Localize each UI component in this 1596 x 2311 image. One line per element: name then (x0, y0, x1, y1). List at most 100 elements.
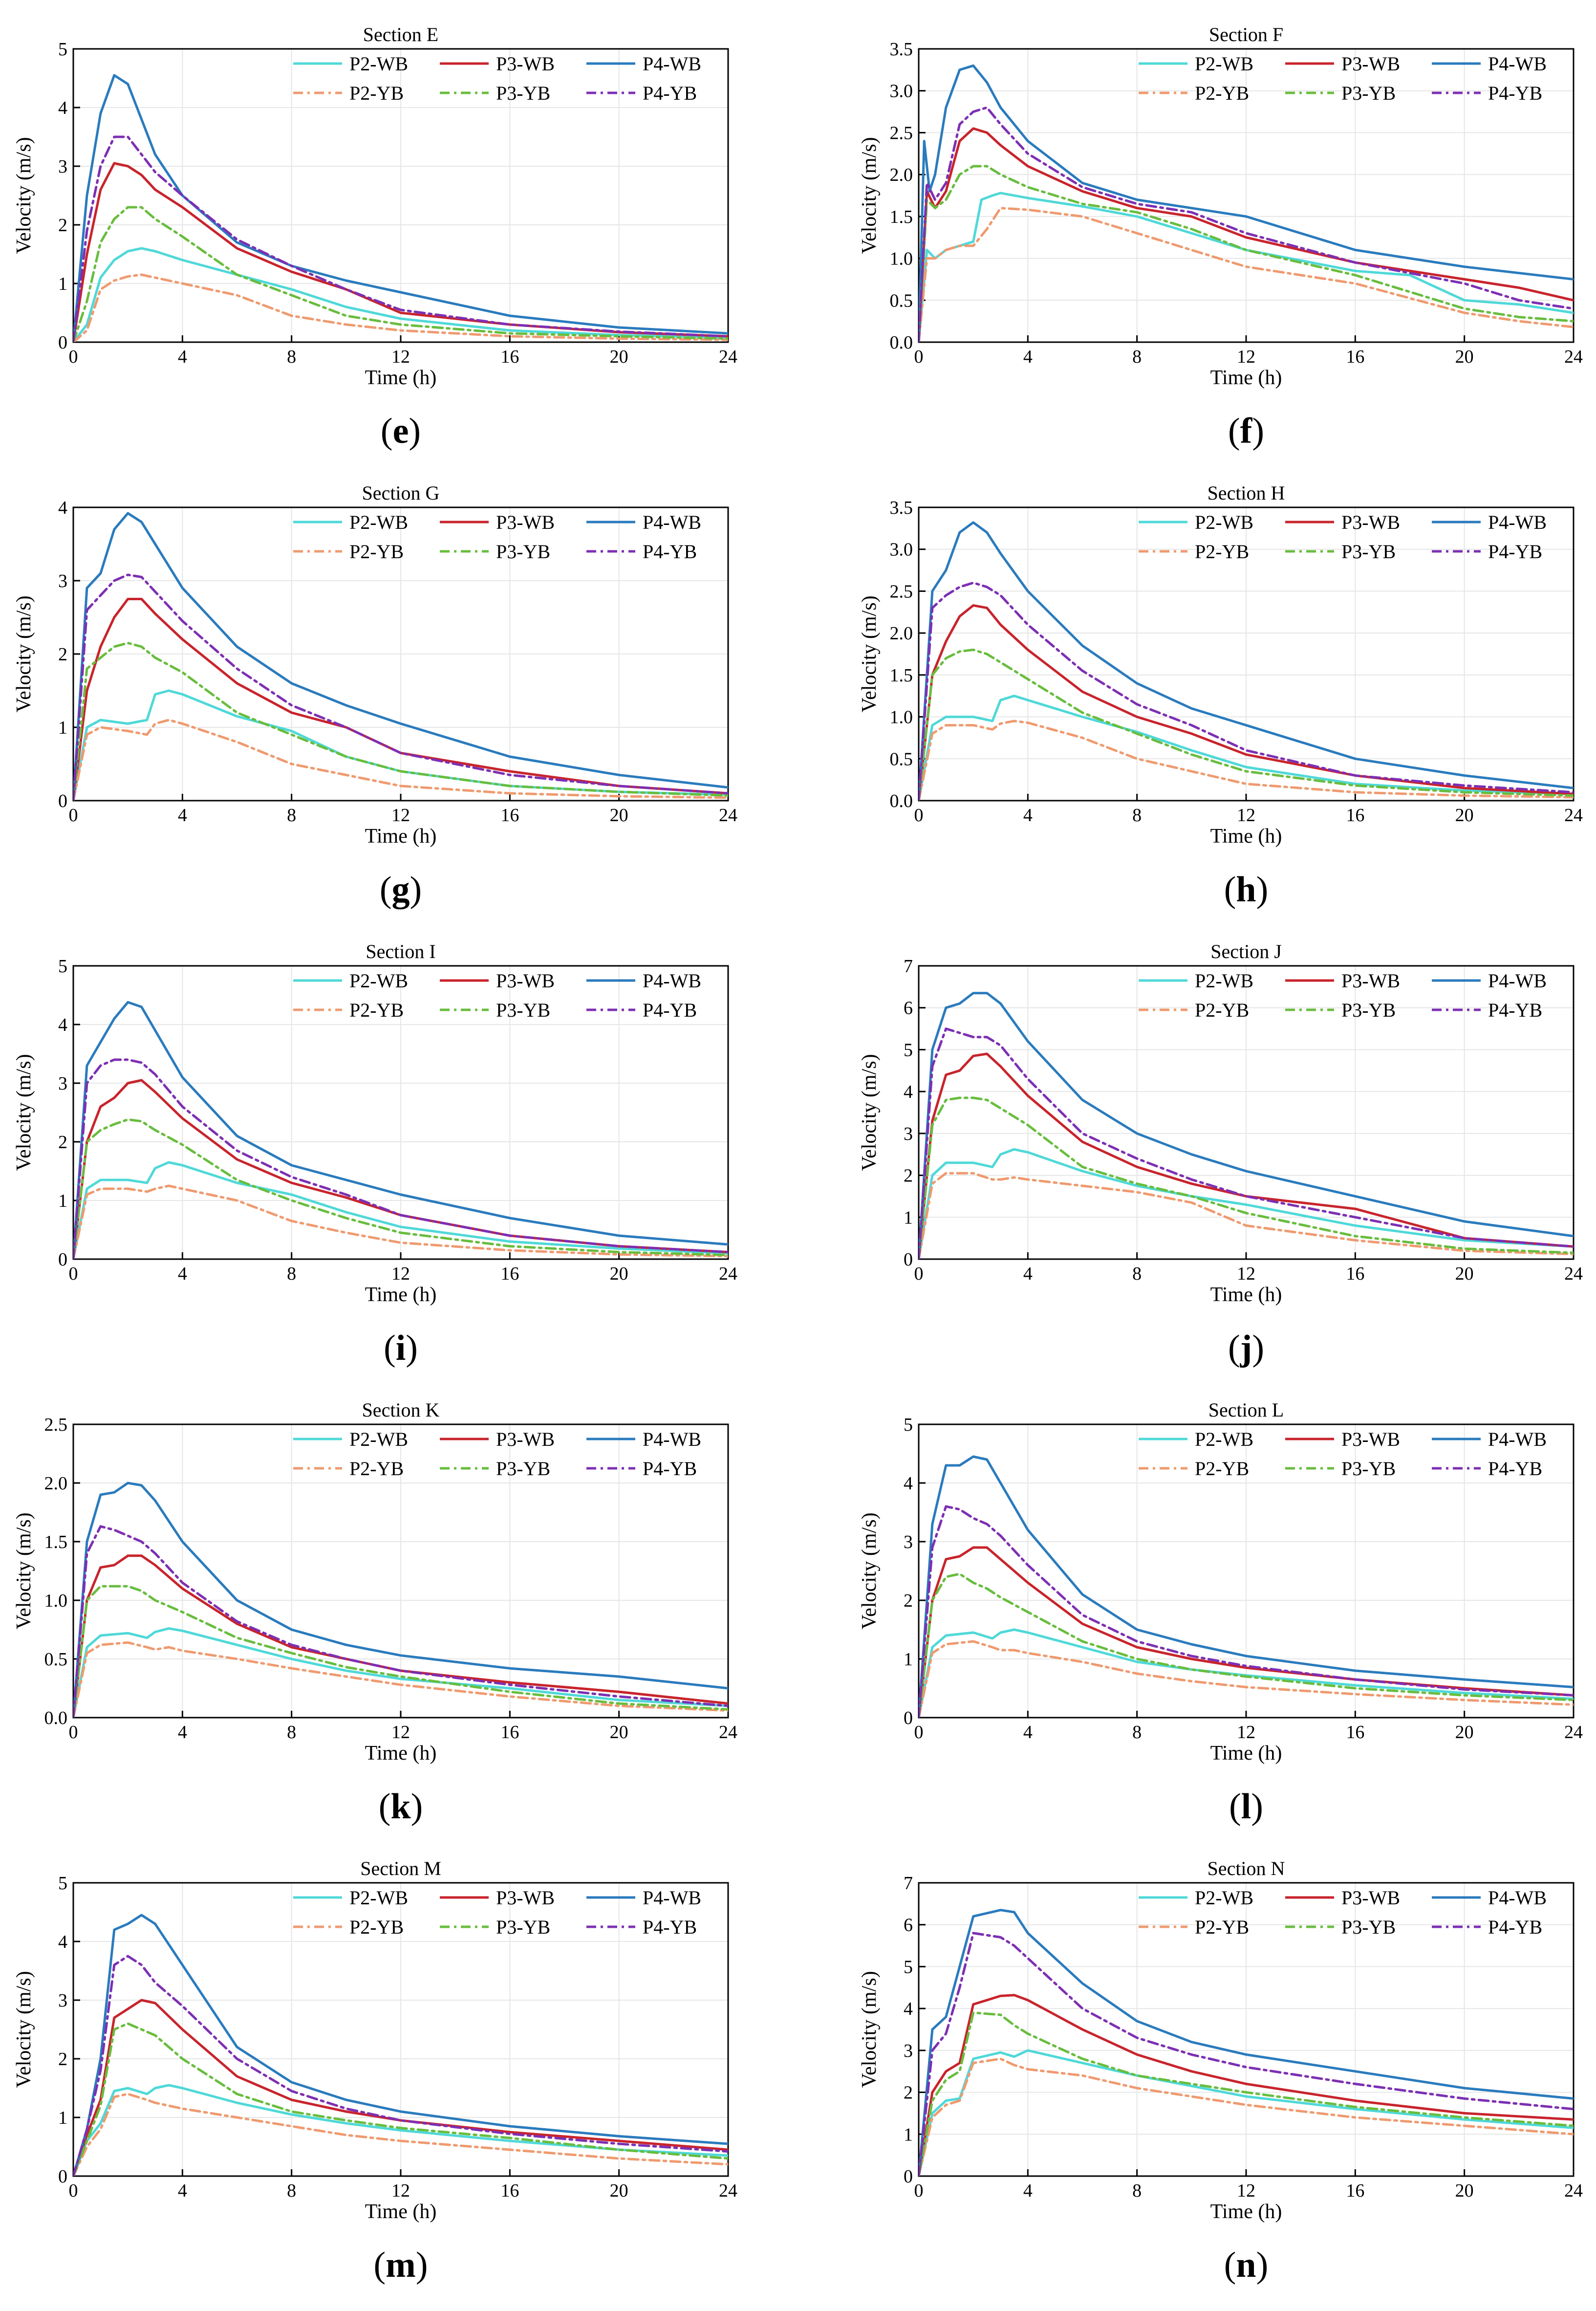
x-tick-label: 12 (1237, 805, 1255, 826)
legend: P2-WB P3-WB P4-WB P2-YB P3-YB P4-YB (1139, 53, 1547, 104)
legend-label: P3-YB (496, 1458, 550, 1480)
legend-label: P3-YB (496, 82, 550, 104)
x-axis-label: Time (h) (1210, 1284, 1282, 1306)
legend: P2-WB P3-WB P4-WB P2-YB P3-YB P4-YB (293, 53, 701, 104)
series-line-p2-wb (919, 2049, 1574, 2176)
legend-label: P4-YB (1488, 999, 1542, 1021)
legend-label: P3-YB (1341, 999, 1396, 1021)
x-tick-label: 12 (391, 805, 410, 826)
x-tick-label: 12 (1237, 1722, 1255, 1743)
y-tick-label: 2.0 (44, 1473, 68, 1494)
x-tick-label: 0 (69, 347, 78, 367)
series-line-p4-yb (919, 1505, 1574, 1718)
series-line-p4-yb (919, 1027, 1574, 1259)
x-tick-label: 16 (1346, 2180, 1364, 2201)
series-line-p3-wb (73, 598, 728, 801)
y-tick-label: 4 (904, 1082, 913, 1102)
y-tick-label: 4 (58, 98, 67, 118)
plot-frame (918, 48, 1574, 343)
series-line-p2-wb (73, 247, 728, 342)
legend-label: P4-WB (643, 1428, 701, 1450)
panel-caption: (h) (1224, 870, 1269, 910)
y-axis-label: Velocity (m/s) (858, 137, 881, 254)
x-tick-label: 8 (287, 347, 296, 367)
y-axis-label: Velocity (m/s) (858, 595, 881, 712)
legend-label: P4-WB (643, 970, 701, 992)
x-axis-label: Time (h) (365, 367, 437, 389)
x-tick-label: 20 (610, 805, 628, 826)
x-tick-label: 20 (1455, 1722, 1474, 1743)
chart-title: Section F (1209, 23, 1283, 45)
legend-label: P3-YB (496, 541, 550, 563)
series-line-p4-wb (919, 1455, 1574, 1718)
series-line-p2-wb (73, 689, 728, 801)
series-line-p4-wb (73, 512, 728, 801)
x-tick-label: 20 (610, 1264, 628, 1284)
y-tick-label: 0 (58, 791, 67, 811)
panel-caption: (g) (379, 870, 422, 910)
legend-label: P2-WB (349, 53, 408, 75)
y-tick-label: 0.5 (44, 1649, 68, 1670)
series-line-p3-wb (919, 1546, 1574, 1718)
x-tick-label: 0 (914, 2180, 924, 2201)
x-tick-label: 4 (1023, 2180, 1033, 2201)
y-axis-label: Velocity (m/s) (13, 595, 35, 712)
y-tick-label: 3 (904, 1124, 913, 1144)
x-tick-label: 20 (1455, 347, 1474, 367)
x-tick-label: 20 (1455, 805, 1474, 826)
series-line-p4-yb (73, 1525, 728, 1718)
chart-title: Section N (1208, 1857, 1285, 1879)
x-tick-label: 16 (1346, 805, 1364, 826)
legend: P2-WB P3-WB P4-WB P2-YB P3-YB P4-YB (293, 1887, 701, 1938)
plot-frame (918, 965, 1574, 1260)
series-line-p4-wb (919, 992, 1574, 1259)
panel-caption-letter: l (1241, 1787, 1251, 1827)
legend-label: P4-WB (643, 1887, 701, 1909)
x-tick-label: 8 (287, 1722, 296, 1743)
legend-label: P4-YB (643, 82, 697, 104)
chart-title: Section H (1208, 482, 1285, 504)
legend-label: P3-WB (1341, 511, 1400, 533)
y-tick-label: 1 (904, 2124, 913, 2145)
y-tick-label: 0 (904, 1249, 913, 1270)
x-tick-label: 0 (69, 805, 78, 826)
x-axis-label: Time (h) (365, 1284, 437, 1306)
series-line-p2-yb (919, 1172, 1574, 1259)
x-axis-label: Time (h) (1210, 367, 1282, 389)
chart-title: Section E (363, 23, 438, 45)
panel-caption: (j) (1228, 1328, 1264, 1368)
x-tick-label: 24 (719, 1722, 737, 1743)
panel-caption-letter: f (1240, 411, 1252, 451)
y-tick-label: 1 (58, 1191, 67, 1211)
x-tick-label: 8 (1132, 805, 1142, 826)
series-line-p3-wb (919, 1052, 1574, 1259)
x-tick-label: 12 (1237, 2180, 1255, 2201)
y-tick-label: 3 (58, 1990, 67, 2011)
legend-label: P3-WB (1341, 1428, 1400, 1450)
y-tick-label: 0.5 (890, 749, 913, 769)
legend: P2-WB P3-WB P4-WB P2-YB P3-YB P4-YB (293, 970, 701, 1021)
legend-label: P2-YB (1195, 1916, 1249, 1938)
series-line-p3-yb (73, 1585, 728, 1718)
y-axis-label: Velocity (m/s) (858, 1971, 881, 2088)
y-tick-label: 6 (904, 998, 913, 1019)
x-axis-label: Time (h) (365, 1742, 437, 1765)
legend-label: P4-WB (1488, 1887, 1547, 1909)
x-tick-label: 4 (1023, 1264, 1033, 1284)
panel-caption: (n) (1224, 2245, 1269, 2285)
x-tick-label: 8 (1132, 1264, 1142, 1284)
series-line-p2-yb (73, 719, 728, 801)
legend-label: P2-WB (349, 511, 408, 533)
series-line-p3-wb (919, 127, 1574, 342)
legend-label: P4-WB (643, 511, 701, 533)
legend-label: P3-WB (1341, 53, 1400, 75)
x-tick-label: 0 (914, 805, 924, 826)
chart-title: Section M (360, 1857, 441, 1879)
y-tick-label: 1.5 (890, 207, 913, 227)
series-line-p2-wb (73, 2084, 728, 2176)
series-line-p2-wb (919, 192, 1574, 342)
